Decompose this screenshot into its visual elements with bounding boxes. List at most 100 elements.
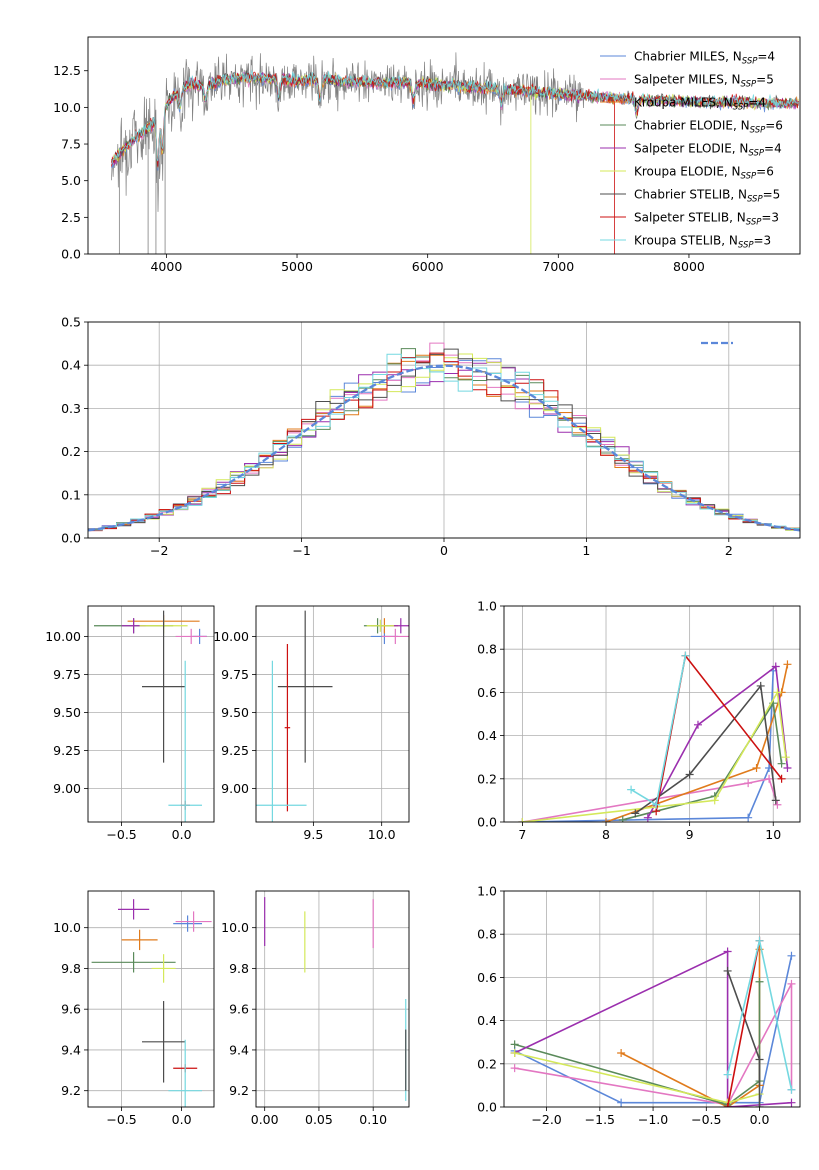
- legend-label: Kroupa ELODIE, NSSP=6: [634, 165, 774, 182]
- plot-area: [510, 936, 796, 1107]
- weight-marker: [652, 800, 661, 809]
- weight-marker: [617, 1098, 626, 1107]
- weight-line-chabrier-stelib: [634, 683, 777, 815]
- y-tick-label: 0.6: [477, 970, 497, 985]
- y-tick-label: 9.00: [221, 781, 249, 796]
- x-tick-label: −2: [150, 543, 168, 558]
- y-tick-label: 10.00: [213, 629, 249, 644]
- x-tick-label: 6000: [412, 259, 444, 274]
- weight-marker: [783, 660, 792, 669]
- y-tick-label: 9.75: [221, 667, 249, 682]
- weight-marker: [617, 1049, 626, 1057]
- legend-label: Chabrier STELIB, NSSP=5: [634, 188, 780, 205]
- axes-frame: [503, 605, 801, 823]
- plot-area: [518, 651, 792, 822]
- y-tick-label: 0.4: [477, 728, 497, 743]
- weight-marker: [723, 1070, 732, 1079]
- y-tick-label: 0.2: [477, 1056, 497, 1071]
- weight-marker: [744, 779, 753, 788]
- weight-line-kroupa-stelib: [630, 655, 687, 806]
- x-tick-label: 0.0: [172, 827, 192, 842]
- weight-line-salpeter-stelib: [726, 940, 761, 1107]
- axes-0: 4000 5000 6000 7000 8000 0.0 2.5 5.0 7.5 10.0 12.5…: [53, 36, 801, 274]
- y-tick-label: 0.0: [61, 247, 81, 262]
- histogram-step-kroupa-stelib: [88, 353, 800, 531]
- y-tick-label: 9.8: [229, 961, 249, 976]
- y-tick-label: 5.0: [61, 173, 81, 188]
- x-tick-label: 0: [440, 543, 448, 558]
- legend-label: Kroupa STELIB, NSSP=3: [634, 234, 771, 251]
- y-tick-label: 0.4: [61, 358, 81, 373]
- y-tick-label: 9.8: [61, 961, 81, 976]
- weight-marker: [510, 1064, 519, 1073]
- x-tick-label: 7000: [542, 259, 574, 274]
- y-tick-label: 0.2: [61, 444, 81, 459]
- y-tick-label: 1.0: [477, 884, 497, 899]
- x-tick-label: 4000: [150, 259, 182, 274]
- y-tick-label: 2.5: [61, 210, 81, 225]
- y-tick-label: 1.0: [477, 599, 497, 614]
- weight-marker: [685, 770, 694, 779]
- y-tick-label: 0.2: [477, 771, 497, 786]
- legend: Chabrier MILES, NSSP=4 Salpeter MILES, NS…: [600, 50, 783, 251]
- weight-marker: [773, 800, 782, 809]
- y-tick-label: 0.6: [477, 685, 497, 700]
- weight-marker: [602, 818, 611, 822]
- normal-curve: [88, 364, 800, 532]
- y-tick-label: 0.4: [477, 1013, 497, 1028]
- x-tick-label: 8: [602, 827, 610, 842]
- weight-marker: [783, 764, 792, 772]
- x-tick-label: 0.05: [305, 1112, 333, 1127]
- weight-marker: [787, 1085, 796, 1094]
- y-tick-label: 0.0: [477, 815, 497, 830]
- y-tick-label: 10.0: [53, 100, 81, 115]
- x-tick-label: 5000: [281, 259, 313, 274]
- x-tick-label: 0.0: [750, 1112, 770, 1127]
- weight-marker: [755, 936, 764, 945]
- y-tick-label: 0.3: [61, 401, 81, 416]
- axes-frame: [87, 605, 215, 823]
- weight-marker: [755, 1103, 764, 1107]
- plot-area: [94, 610, 207, 822]
- weight-marker: [765, 774, 774, 783]
- weight-marker: [752, 764, 761, 772]
- plot-area: [111, 52, 800, 254]
- weight-line-chabrier-stelib: [726, 970, 761, 1107]
- weight-marker: [618, 815, 627, 822]
- histogram-step-salpeter-stelib: [88, 352, 800, 532]
- y-tick-label: 9.25: [221, 743, 249, 758]
- plot-area: [88, 342, 800, 532]
- y-tick-label: 0.0: [61, 531, 81, 546]
- weight-marker: [693, 720, 702, 729]
- weight-marker: [756, 681, 765, 690]
- x-tick-label: 8000: [673, 259, 705, 274]
- legend-label: Salpeter MILES, NSSP=5: [634, 73, 774, 90]
- x-tick-label: 10.0: [368, 827, 396, 842]
- x-tick-label: 9: [686, 827, 694, 842]
- x-tick-label: 0.0: [172, 1112, 192, 1127]
- y-tick-label: 10.00: [45, 629, 81, 644]
- y-tick-label: 9.4: [229, 1042, 249, 1057]
- weight-line-kroupa-miles: [605, 664, 789, 822]
- weight-marker: [723, 1103, 732, 1107]
- weight-marker: [755, 977, 764, 986]
- x-tick-label: −1: [292, 543, 310, 558]
- y-tick-label: 9.6: [61, 1002, 81, 1017]
- weight-marker: [627, 785, 636, 794]
- x-tick-label: 0.10: [359, 1112, 387, 1127]
- x-tick-label: −2.0: [531, 1112, 561, 1127]
- y-tick-label: 9.6: [229, 1002, 249, 1017]
- y-tick-label: 9.75: [53, 667, 81, 682]
- weight-marker: [510, 1040, 519, 1049]
- weight-marker: [710, 796, 719, 805]
- model-line-kroupa-stelib: [111, 69, 799, 164]
- legend-label: Salpeter ELODIE, NSSP=4: [634, 142, 782, 159]
- y-tick-label: 0.1: [61, 487, 81, 502]
- plot-area: [264, 897, 407, 1101]
- axes-frame: [255, 890, 410, 1108]
- x-tick-label: 7: [518, 827, 526, 842]
- y-tick-label: 9.2: [229, 1083, 249, 1098]
- axes-frame: [87, 36, 801, 255]
- weight-marker: [781, 753, 790, 762]
